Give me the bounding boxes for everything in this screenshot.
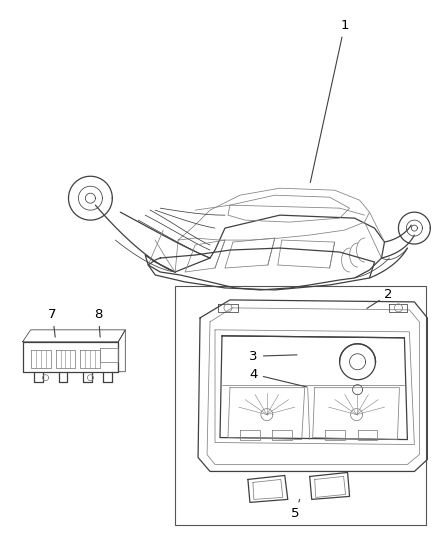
Bar xyxy=(175,286,426,526)
Text: 1: 1 xyxy=(310,19,349,182)
Text: 8: 8 xyxy=(94,308,102,337)
Text: 3: 3 xyxy=(249,350,297,363)
Text: 7: 7 xyxy=(48,308,57,337)
Text: 4: 4 xyxy=(250,368,307,387)
Text: 5: 5 xyxy=(290,499,300,520)
Text: 2: 2 xyxy=(367,288,393,309)
